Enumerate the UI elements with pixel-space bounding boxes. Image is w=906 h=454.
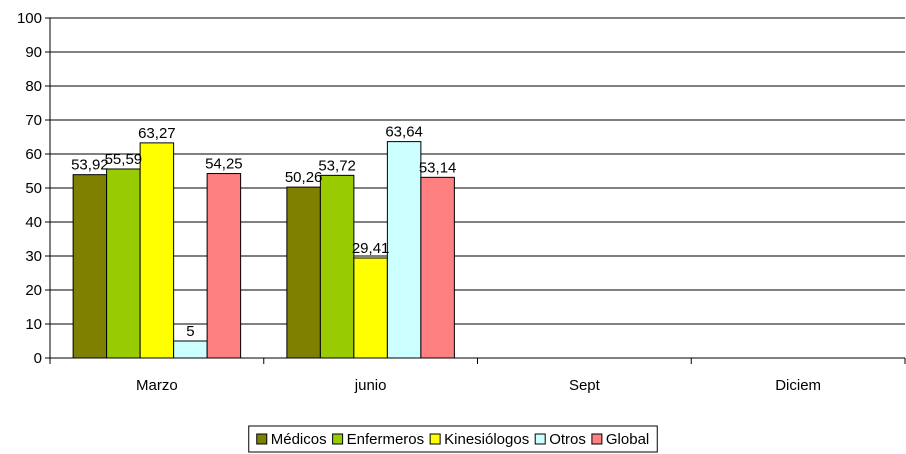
legend-box: [248, 425, 658, 453]
bar: [106, 168, 141, 359]
legend-swatch: [591, 433, 603, 445]
bar: [173, 340, 208, 359]
bar: [319, 174, 355, 359]
bar: [353, 257, 388, 359]
y-tick-label: 100: [17, 10, 42, 27]
y-tick-label: 20: [25, 282, 42, 299]
gridlines: [50, 17, 905, 325]
data-label: 55,59: [105, 151, 143, 168]
x-tick-label: Diciem: [775, 377, 821, 394]
data-label: 54,25: [205, 156, 243, 173]
y-tick-label: 90: [25, 44, 42, 61]
data-label: 53,72: [318, 157, 356, 174]
legend-label: Global: [606, 431, 649, 448]
bar: [139, 142, 175, 359]
data-label: 29,41: [352, 240, 390, 257]
legend-swatch: [429, 433, 441, 445]
legend-label: Otros: [549, 431, 586, 448]
legend-label: Enfermeros: [347, 431, 425, 448]
y-tick-label: 50: [25, 180, 42, 197]
legend-label: Médicos: [271, 431, 327, 448]
legend-swatch: [534, 433, 546, 445]
data-labels: 53,92 50,26 55,59 53,72 63,27 29,41 5 63,64 54,2…: [71, 124, 456, 340]
x-axis: Marzo junio Sept Diciem: [49, 357, 906, 394]
data-label: 63,64: [385, 124, 423, 141]
bar: [206, 173, 242, 359]
bar: [420, 176, 455, 359]
y-tick-label: 80: [25, 78, 42, 95]
x-tick-label: junio: [354, 377, 387, 394]
bar: [286, 186, 321, 359]
bar: [72, 174, 108, 359]
legend[interactable]: Médicos Enfermeros Kinesiólogos Otros Global: [248, 425, 658, 453]
y-tick-label: 30: [25, 248, 42, 265]
legend-swatch: [332, 433, 344, 445]
y-axis: 0 10 20 30 40 50 60 70 80 90 100: [17, 10, 51, 367]
y-tick-label: 10: [25, 316, 42, 333]
bar-series: [72, 141, 455, 359]
y-tick-label: 60: [25, 146, 42, 163]
bar: [386, 141, 422, 359]
y-tick-label: 70: [25, 112, 42, 129]
data-label: 53,92: [71, 157, 109, 174]
x-tick-label: Sept: [569, 377, 601, 394]
x-tick-label: Marzo: [136, 377, 178, 394]
data-label: 50,26: [285, 169, 323, 186]
data-label: 5: [186, 323, 194, 340]
data-label: 63,27: [138, 125, 176, 142]
data-label: 53,14: [419, 159, 457, 176]
y-tick-label: 40: [25, 214, 42, 231]
legend-label: Kinesiólogos: [444, 431, 529, 448]
legend-swatch: [256, 433, 268, 445]
y-tick-label: 0: [34, 350, 42, 367]
